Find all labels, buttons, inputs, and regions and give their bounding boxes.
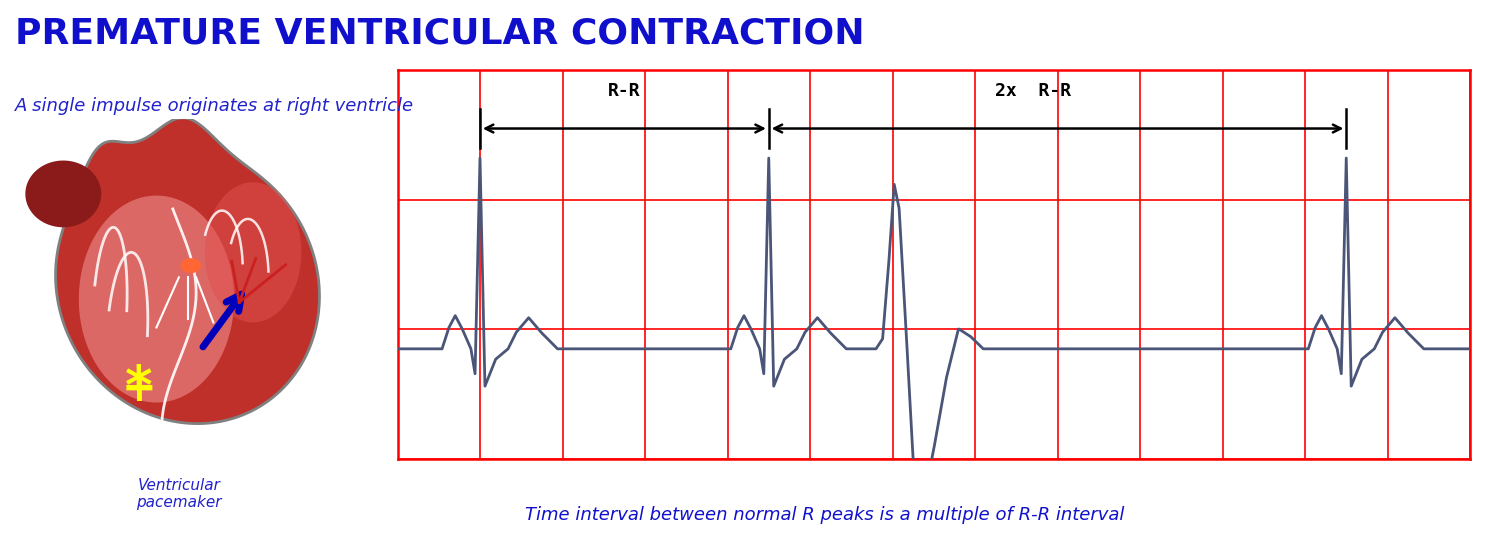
Text: PREMATURE VENTRICULAR CONTRACTION: PREMATURE VENTRICULAR CONTRACTION bbox=[15, 16, 864, 50]
Text: *: * bbox=[123, 363, 154, 415]
Text: R-R: R-R bbox=[608, 82, 640, 100]
Polygon shape bbox=[26, 160, 102, 227]
Polygon shape bbox=[80, 195, 234, 402]
Text: A single impulse originates at right ventricle: A single impulse originates at right ven… bbox=[15, 97, 414, 115]
Polygon shape bbox=[56, 118, 320, 423]
Ellipse shape bbox=[180, 258, 201, 273]
Text: +: + bbox=[122, 368, 156, 410]
Text: Time interval between normal R peaks is a multiple of R-R interval: Time interval between normal R peaks is … bbox=[525, 506, 1125, 524]
Text: 2x  R-R: 2x R-R bbox=[994, 82, 1071, 100]
Text: Ventricular
pacemaker: Ventricular pacemaker bbox=[136, 478, 222, 510]
Polygon shape bbox=[206, 182, 302, 322]
